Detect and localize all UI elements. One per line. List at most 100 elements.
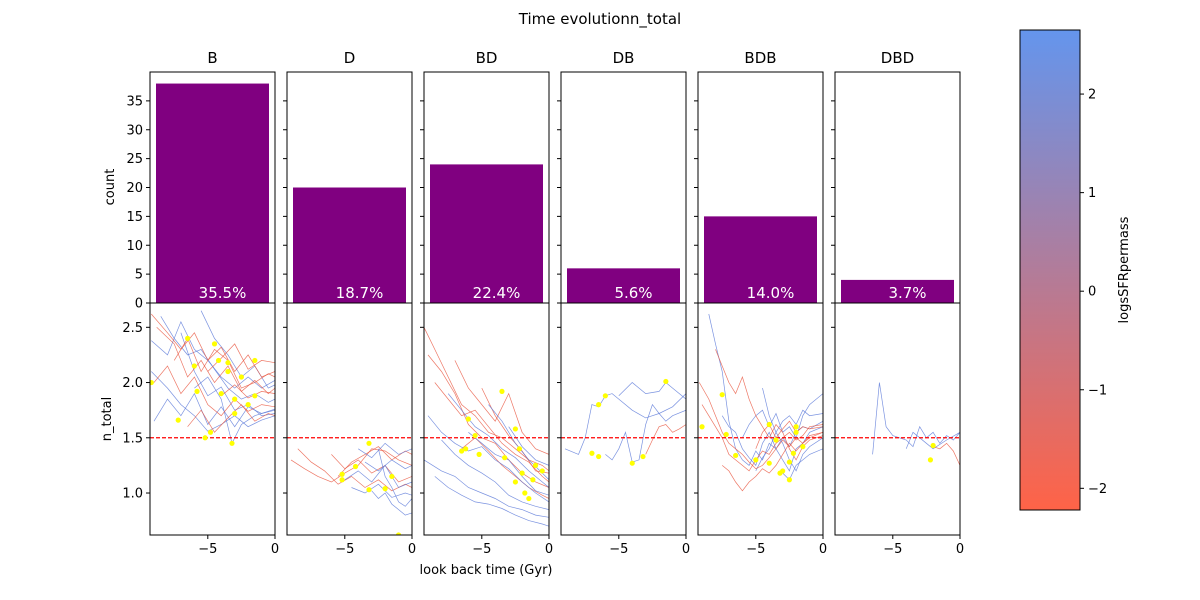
line-axes-frame: [560, 302, 687, 536]
track-line: [151, 371, 275, 432]
track-line: [173, 337, 275, 389]
line-y-tick-label: 2.5: [122, 321, 143, 336]
marker-point: [602, 393, 608, 399]
panel-title-db: DB: [613, 49, 635, 67]
bar-bdb: [704, 216, 817, 303]
bar-y-tick-label: 0: [135, 297, 143, 312]
track-line: [344, 464, 412, 488]
marker-point: [629, 460, 635, 466]
marker-point: [499, 388, 505, 394]
bar-bd: [430, 164, 543, 303]
bar-y-tick-label: 15: [126, 210, 143, 225]
track-line: [605, 403, 686, 463]
bar-y-tick-label: 5: [135, 268, 143, 283]
colorbar-tick-label: 0: [1088, 285, 1096, 300]
bar-b: [156, 83, 269, 303]
bar-percent-label: 18.7%: [336, 284, 384, 302]
track-line: [156, 327, 275, 395]
marker-point: [790, 450, 797, 456]
marker-point: [530, 477, 536, 483]
track-line: [755, 409, 823, 472]
line-axes-frame: [834, 302, 961, 536]
colorbar-tick-label: 2: [1088, 88, 1096, 103]
panel-title-bdb: BDB: [744, 49, 776, 67]
marker-point: [793, 424, 799, 430]
line-y-axis-label: n_total: [100, 397, 115, 441]
marker-point: [366, 487, 372, 493]
marker-point: [596, 453, 602, 460]
line-x-tick-label: −5: [472, 542, 491, 557]
panel-title-d: D: [344, 49, 356, 67]
marker-point: [225, 360, 231, 366]
line-x-axis-label: look back time (Gyr): [420, 563, 553, 578]
marker-point: [395, 532, 402, 535]
track-line: [180, 332, 275, 417]
marker-point: [512, 479, 518, 485]
marker-point: [352, 463, 359, 470]
track-group: [835, 382, 960, 466]
panel-dbd: DBD 3.7% −5 0: [831, 49, 964, 557]
panel-bd: BD 22.4% −5 0: [420, 49, 553, 557]
marker-point: [786, 459, 792, 465]
marker-point: [663, 378, 669, 385]
marker-point: [185, 335, 191, 341]
track-line: [207, 343, 275, 372]
track-line: [872, 382, 960, 455]
track-line: [701, 404, 823, 472]
marker-point: [526, 495, 532, 502]
line-y-tick-label: 1.0: [122, 487, 143, 502]
track-line: [151, 313, 275, 378]
marker-point: [512, 426, 518, 432]
bar-y-tick-label: 25: [126, 152, 143, 167]
marker-point: [339, 477, 345, 483]
track-line: [618, 381, 686, 400]
colorbar-body: [1019, 29, 1081, 511]
bar-d: [293, 187, 406, 303]
track-line: [441, 439, 549, 510]
line-axes-frame: [286, 302, 413, 536]
track-line: [434, 382, 549, 483]
marker-point: [465, 416, 471, 422]
marker-point: [238, 374, 244, 380]
marker-point: [252, 357, 258, 364]
marker-point: [463, 446, 469, 452]
marker-point: [150, 379, 154, 386]
bar-percent-label: 14.0%: [747, 284, 795, 302]
panel-db: DB 5.6% −5 0: [557, 49, 690, 557]
marker-point: [699, 424, 705, 430]
track-line: [454, 360, 549, 455]
track-line: [220, 384, 275, 399]
marker-point: [640, 453, 646, 460]
marker-point: [733, 452, 739, 459]
bar-y-tick-label: 20: [126, 181, 143, 196]
line-y-tick-label: 2.0: [122, 376, 143, 391]
bar-axes-frame: [834, 71, 961, 304]
marker-point: [539, 468, 545, 474]
track-line: [715, 349, 823, 461]
marker-point: [766, 421, 772, 428]
panel-b: B 35.5% 0 5 10 15 20 25 30 35 1.0 1.5 2.0 2.5 −5 0: [122, 49, 279, 557]
marker-point: [719, 392, 725, 398]
track-line: [153, 365, 275, 417]
line-x-tick-label: −5: [883, 542, 902, 557]
panel-d: D 18.7% −5 0: [283, 49, 416, 557]
colorbar-tick-label: 1: [1088, 186, 1096, 201]
track-line: [358, 442, 412, 459]
bar-percent-label: 35.5%: [199, 284, 247, 302]
marker-point: [229, 440, 235, 446]
colorbar-tick-label: −2: [1088, 482, 1107, 497]
bar-dbd: [841, 279, 954, 303]
track-line: [434, 476, 549, 527]
track-group: [698, 313, 823, 492]
marker-point: [522, 490, 528, 496]
line-x-tick-label: 0: [408, 542, 416, 557]
track-line: [698, 382, 823, 470]
panel-title-b: B: [207, 49, 217, 67]
marker-point: [232, 396, 238, 402]
track-line: [742, 393, 823, 439]
track-line: [290, 448, 412, 483]
marker-point: [194, 388, 200, 394]
marker-point: [519, 470, 525, 476]
track-group: [287, 437, 412, 535]
